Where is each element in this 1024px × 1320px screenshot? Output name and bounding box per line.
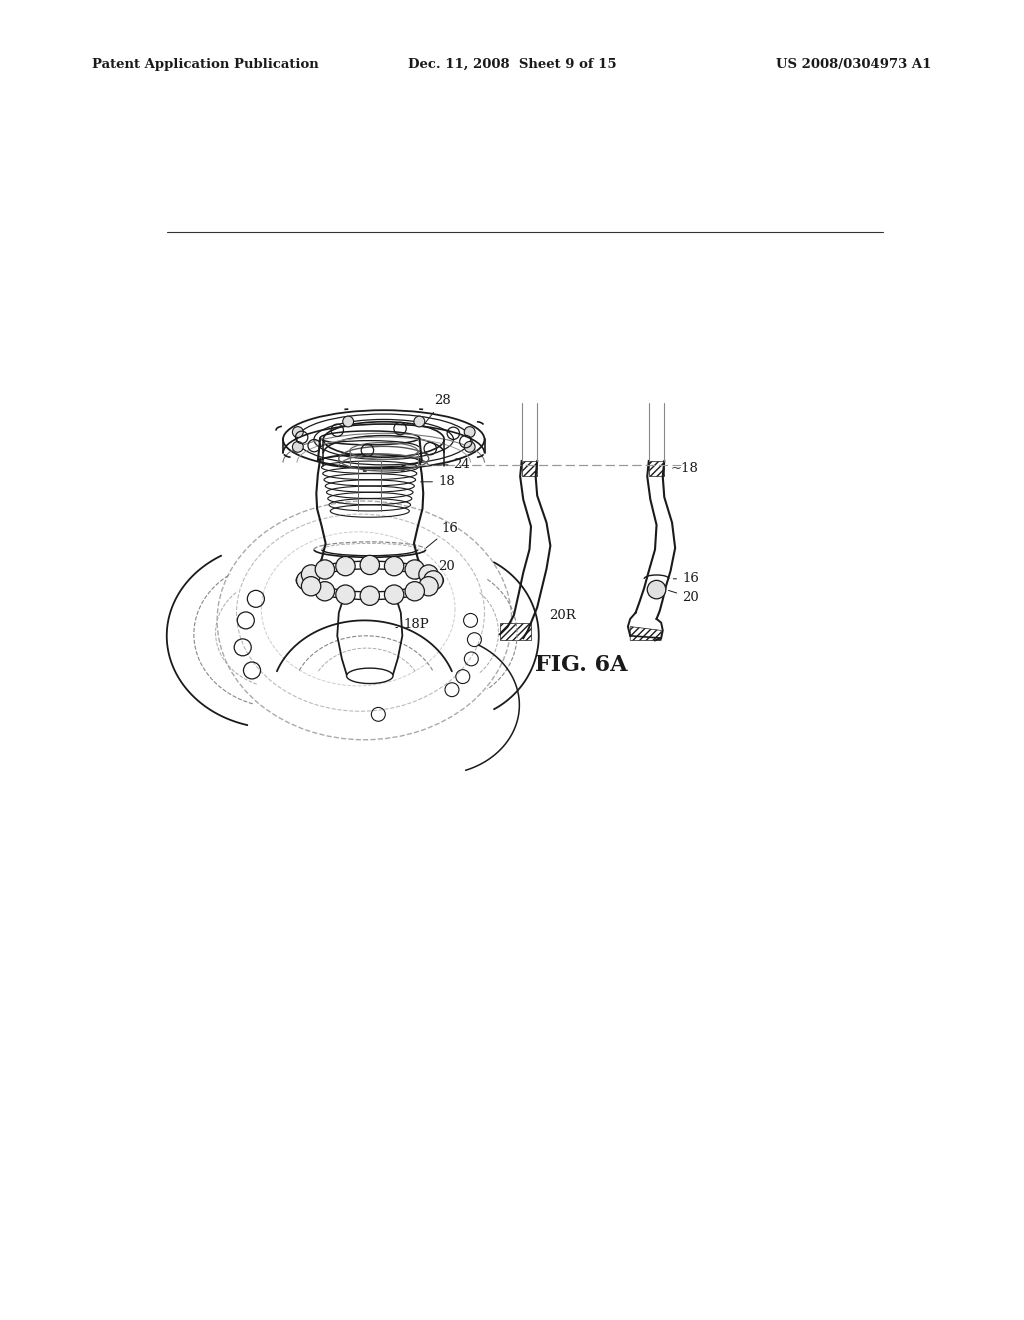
Text: Patent Application Publication: Patent Application Publication	[92, 58, 318, 71]
Circle shape	[464, 426, 475, 437]
Polygon shape	[500, 623, 531, 640]
Text: US 2008/0304973 A1: US 2008/0304973 A1	[776, 58, 932, 71]
Circle shape	[406, 560, 424, 579]
Text: ~18: ~18	[671, 462, 698, 475]
Circle shape	[424, 570, 443, 590]
Polygon shape	[630, 627, 662, 640]
Text: 16: 16	[673, 573, 699, 585]
Text: 20: 20	[416, 560, 455, 579]
Circle shape	[336, 585, 355, 605]
Polygon shape	[521, 461, 538, 477]
Circle shape	[293, 426, 303, 437]
Circle shape	[336, 557, 355, 576]
Text: FIG. 6A: FIG. 6A	[536, 653, 628, 676]
Text: Dec. 11, 2008  Sheet 9 of 15: Dec. 11, 2008 Sheet 9 of 15	[408, 58, 616, 71]
Circle shape	[293, 441, 303, 453]
Circle shape	[647, 581, 666, 599]
Circle shape	[315, 560, 335, 579]
Text: 20R: 20R	[549, 609, 575, 622]
Circle shape	[360, 556, 380, 574]
Text: 28: 28	[424, 395, 451, 424]
Text: 16: 16	[426, 521, 459, 548]
Circle shape	[315, 582, 335, 601]
Circle shape	[297, 570, 316, 590]
Text: 24: 24	[433, 458, 470, 471]
Circle shape	[464, 441, 475, 453]
Circle shape	[301, 577, 321, 595]
Circle shape	[384, 585, 403, 605]
Circle shape	[343, 416, 353, 426]
Circle shape	[360, 586, 380, 606]
Text: 18P: 18P	[396, 618, 429, 631]
Circle shape	[419, 565, 438, 583]
Circle shape	[414, 416, 425, 426]
Circle shape	[301, 565, 321, 583]
Circle shape	[384, 557, 403, 576]
Circle shape	[419, 577, 438, 595]
Polygon shape	[649, 461, 665, 477]
Text: 18: 18	[421, 475, 455, 488]
Text: 20: 20	[669, 590, 698, 603]
Circle shape	[406, 582, 424, 601]
